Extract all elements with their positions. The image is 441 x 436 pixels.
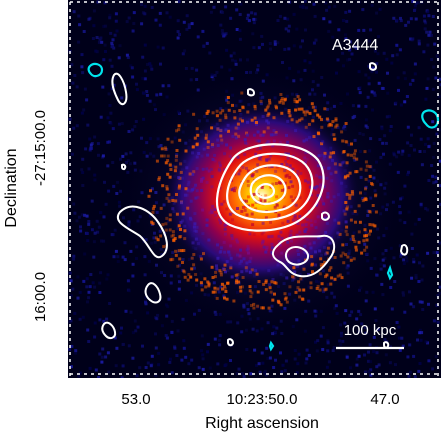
- scale-bar-label: 100 kpc: [344, 322, 397, 339]
- contour-top-left: [111, 72, 128, 106]
- y-axis-label: Declination: [3, 148, 20, 227]
- cyan-contour-right: [421, 109, 440, 129]
- x-tick-label-1: 10:23:50.0: [227, 391, 298, 408]
- cyan-contour-small-1: [386, 264, 394, 281]
- contour-small-3: [321, 211, 331, 221]
- contour-small-5: [383, 341, 390, 349]
- contour-outer: [216, 143, 325, 232]
- outer-contours: [101, 62, 409, 349]
- speckle-layer: [147, 91, 378, 310]
- contour-left-lobe: [117, 205, 168, 259]
- contour-small-7: [121, 163, 127, 171]
- xray-emission: [162, 103, 362, 287]
- y-tick-label-0: -27:15:00.0: [32, 110, 49, 186]
- cyan-contours: [87, 62, 440, 352]
- contour-bottom-left: [101, 321, 117, 340]
- contour-left-small: [144, 282, 162, 304]
- cyan-contour-small-2: [268, 340, 275, 352]
- contour-core: [249, 174, 287, 206]
- y-tick-label-1: 16:00.0: [32, 272, 49, 322]
- contour-small-2: [369, 62, 378, 71]
- central-contours: [216, 143, 325, 232]
- contour-lower-right-lobe: [272, 234, 336, 278]
- frame-ticks: [69, 1, 439, 376]
- x-axis-label: Right ascension: [205, 415, 319, 432]
- cyan-contour-top-left: [87, 62, 104, 78]
- contour-lower-right-inner: [284, 246, 310, 266]
- contour-mid: [226, 152, 314, 222]
- contour-small-6: [227, 338, 235, 347]
- image-panel: 100 kpc A3444: [68, 0, 441, 378]
- x-tick-label-2: 47.0: [370, 391, 399, 408]
- contour-small-1: [247, 88, 256, 97]
- contour-inner: [238, 164, 302, 213]
- cluster-label: A3444: [332, 37, 378, 54]
- contour-small-4: [399, 243, 409, 256]
- x-tick-label-0: 53.0: [121, 391, 150, 408]
- contour-peak: [255, 183, 276, 199]
